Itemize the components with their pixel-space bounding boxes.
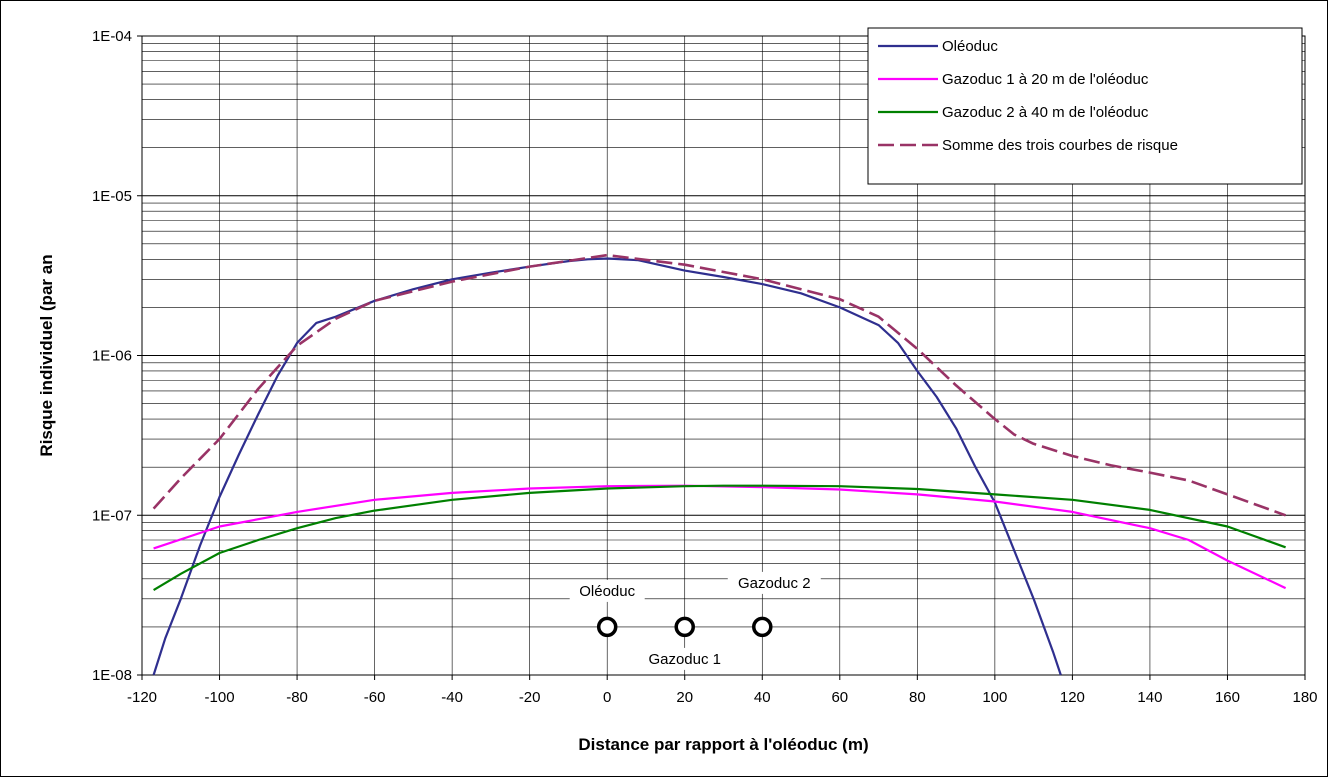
annotation-gazoduc-1-bg — [638, 647, 732, 670]
pipe-marker — [752, 616, 773, 638]
legend-box — [867, 27, 1303, 185]
x-tick-label: -20 — [519, 689, 541, 706]
y-tick-label: 1E-05 — [92, 188, 132, 205]
x-tick-label: -120 — [127, 689, 157, 706]
legend-label-2: Gazoduc 1 à 20 m de l'oléoduc — [942, 71, 1149, 88]
series-line-1 — [152, 257, 1062, 676]
x-tick-label: 60 — [831, 689, 848, 706]
x-tick-label: 40 — [754, 689, 771, 706]
series-line-4 — [152, 253, 1287, 517]
x-tick-label: 80 — [909, 689, 926, 706]
x-tick-label: 180 — [1292, 689, 1317, 706]
x-tick-label: -60 — [364, 689, 386, 706]
x-tick-label: -80 — [286, 689, 308, 706]
annotation-gazoduc-2-bg — [727, 571, 821, 594]
y-tick-label: 1E-07 — [92, 507, 132, 524]
x-tick-label: -100 — [205, 689, 235, 706]
x-axis-title: Distance par rapport à l'oléoduc (m) — [578, 735, 868, 754]
annotation-gazoduc-1: Gazoduc 1 — [648, 651, 721, 668]
x-tick-label: 100 — [982, 689, 1007, 706]
pipe-marker — [596, 616, 618, 638]
annotation-oleoduc: Oléoduc — [579, 583, 635, 600]
y-axis-ticks: 1E-08 1E-07 1E-06 1E-05 1E-04 — [92, 28, 142, 684]
legend-label-1: Oléoduc — [942, 38, 998, 55]
x-tick-label: 0 — [603, 689, 611, 706]
x-tick-label: 160 — [1215, 689, 1240, 706]
y-tick-label: 1E-08 — [92, 667, 132, 684]
annotation-oleoduc-bg — [569, 579, 645, 602]
y-axis-title: Risque individuel (par an — [37, 254, 56, 456]
x-axis-ticks: -120 -100 -80 -60 -40 -20 0 20 40 60 80 100 120 140 16… — [127, 675, 1318, 706]
series-line-3 — [153, 484, 1286, 592]
pipe-marker — [674, 616, 695, 638]
legend-label-3: Gazoduc 2 à 40 m de l'oléoduc — [942, 104, 1149, 121]
legend-label-4: Somme des trois courbes de risque — [942, 137, 1178, 154]
x-tick-label: 140 — [1137, 689, 1162, 706]
series-layer — [152, 253, 1287, 676]
series-line-2 — [153, 484, 1287, 590]
x-tick-label: 20 — [676, 689, 693, 706]
legend: Oléoduc Gazoduc 1 à 20 m de l'oléoduc Gazo… — [867, 27, 1303, 185]
y-tick-label: 1E-06 — [92, 348, 132, 365]
x-tick-label: 120 — [1060, 689, 1085, 706]
annotation-gazoduc-2: Gazoduc 2 — [738, 575, 811, 592]
pipe-markers: Oléoduc Gazoduc 1 Gazoduc 2 — [569, 571, 821, 670]
y-tick-label: 1E-04 — [92, 28, 132, 45]
x-tick-label: -40 — [441, 689, 463, 706]
